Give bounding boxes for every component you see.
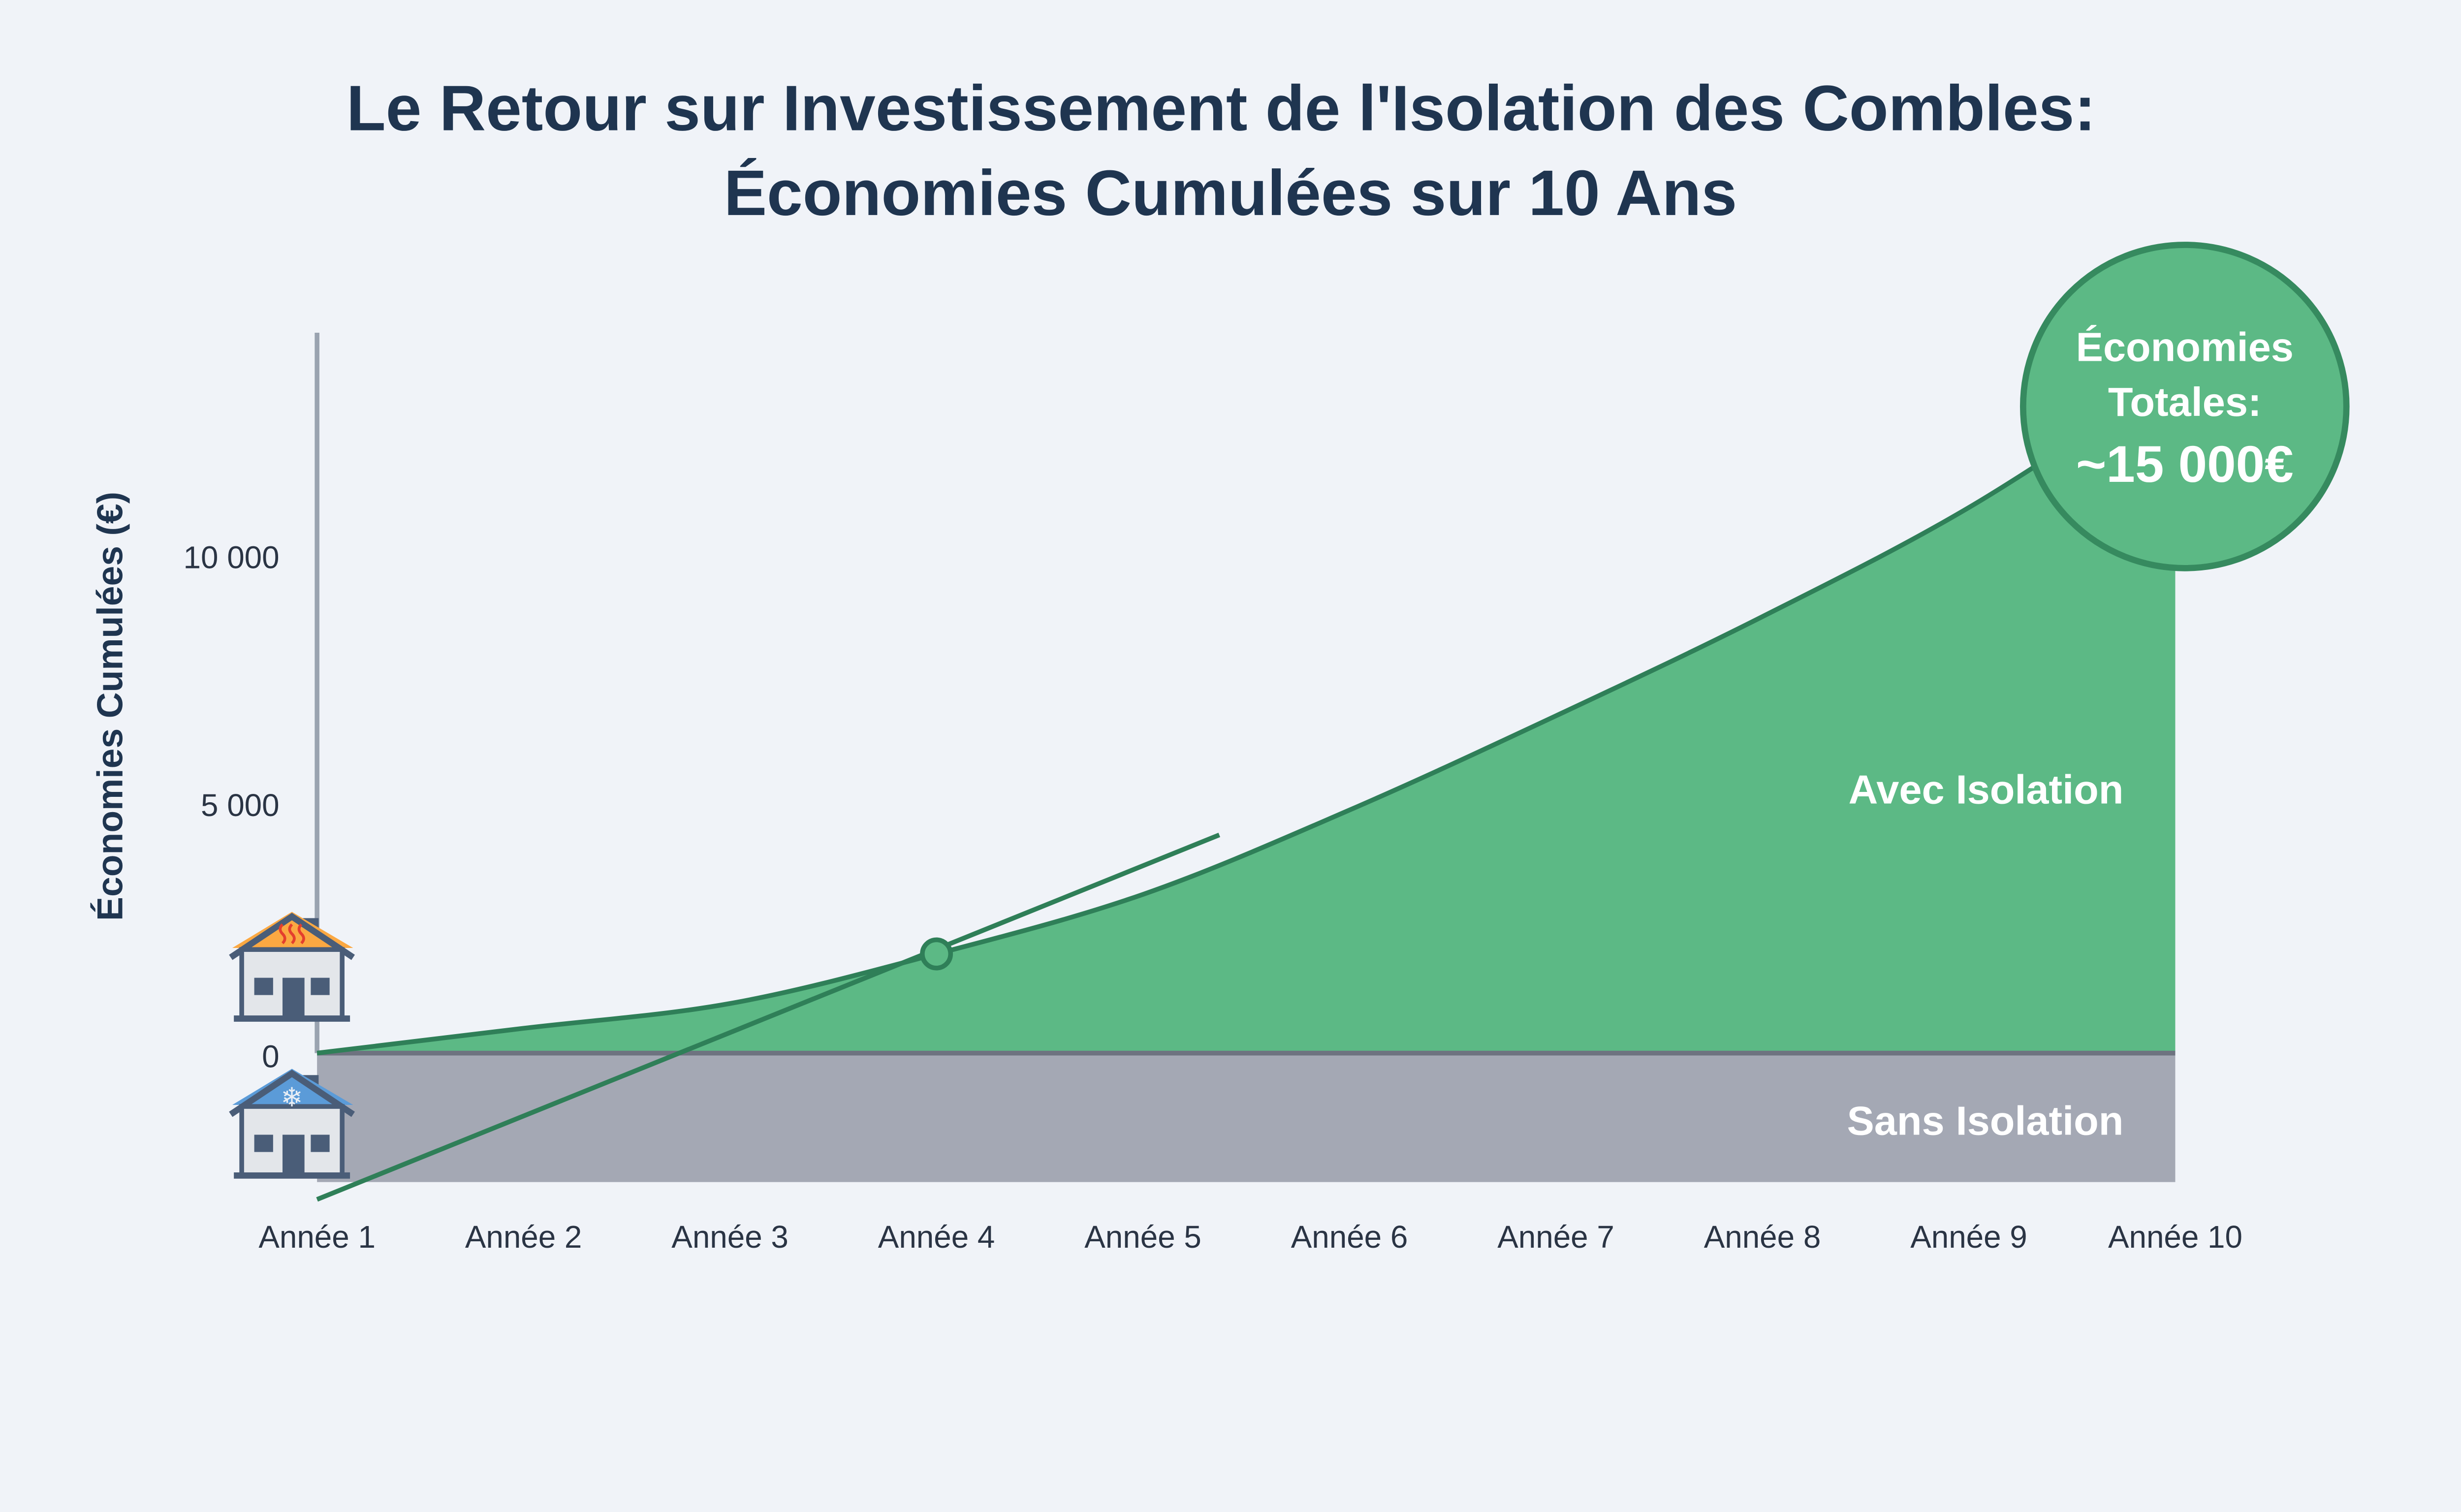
x-tick-label: Année 4 bbox=[878, 1219, 995, 1255]
x-tick-label: Année 3 bbox=[671, 1219, 789, 1255]
badge-line-2: Totales: bbox=[2108, 379, 2262, 425]
snowflake-icon: ❄ bbox=[281, 1083, 303, 1112]
series-area-avec-isolation bbox=[317, 374, 2176, 1053]
investment-trend-line bbox=[316, 832, 1221, 1202]
badge-line-3: ~15 000€ bbox=[2076, 436, 2294, 493]
x-tick-label: Année 9 bbox=[1910, 1219, 2027, 1255]
chart-title-line-1: Le Retour sur Investissement de l'Isolat… bbox=[347, 72, 2096, 144]
y-axis-label: Économies Cumulées (€) bbox=[90, 492, 130, 921]
x-tick-label: Année 6 bbox=[1291, 1219, 1408, 1255]
roi-chart: Le Retour sur Investissement de l'Isolat… bbox=[90, 72, 2350, 1255]
x-tick-label: Année 8 bbox=[1704, 1219, 1821, 1255]
y-tick-10000: 10 000 bbox=[184, 539, 280, 575]
cold-house-icon: ❄ bbox=[229, 1069, 355, 1179]
heat-waves-icon bbox=[279, 923, 305, 945]
series-label-avec: Avec Isolation bbox=[1848, 767, 2123, 813]
series-line-avec-isolation bbox=[316, 372, 2177, 1056]
total-savings-badge: Économies Totales: ~15 000€ bbox=[2019, 242, 2350, 571]
breakeven-marker bbox=[920, 937, 953, 971]
x-tick-label: Année 7 bbox=[1497, 1219, 1614, 1255]
heated-house-icon bbox=[229, 912, 355, 1022]
x-tick-label: Année 5 bbox=[1084, 1219, 1201, 1255]
series-label-sans: Sans Isolation bbox=[1847, 1098, 2123, 1143]
y-tick-0: 0 bbox=[262, 1039, 279, 1074]
badge-line-1: Économies bbox=[2076, 324, 2294, 370]
x-tick-label: Année 1 bbox=[258, 1219, 376, 1255]
chart-title-line-2: Économies Cumulées sur 10 Ans bbox=[724, 157, 1737, 229]
y-tick-5000: 5 000 bbox=[201, 788, 280, 823]
x-tick-label: Année 10 bbox=[2108, 1219, 2242, 1255]
x-tick-label: Année 2 bbox=[465, 1219, 582, 1255]
